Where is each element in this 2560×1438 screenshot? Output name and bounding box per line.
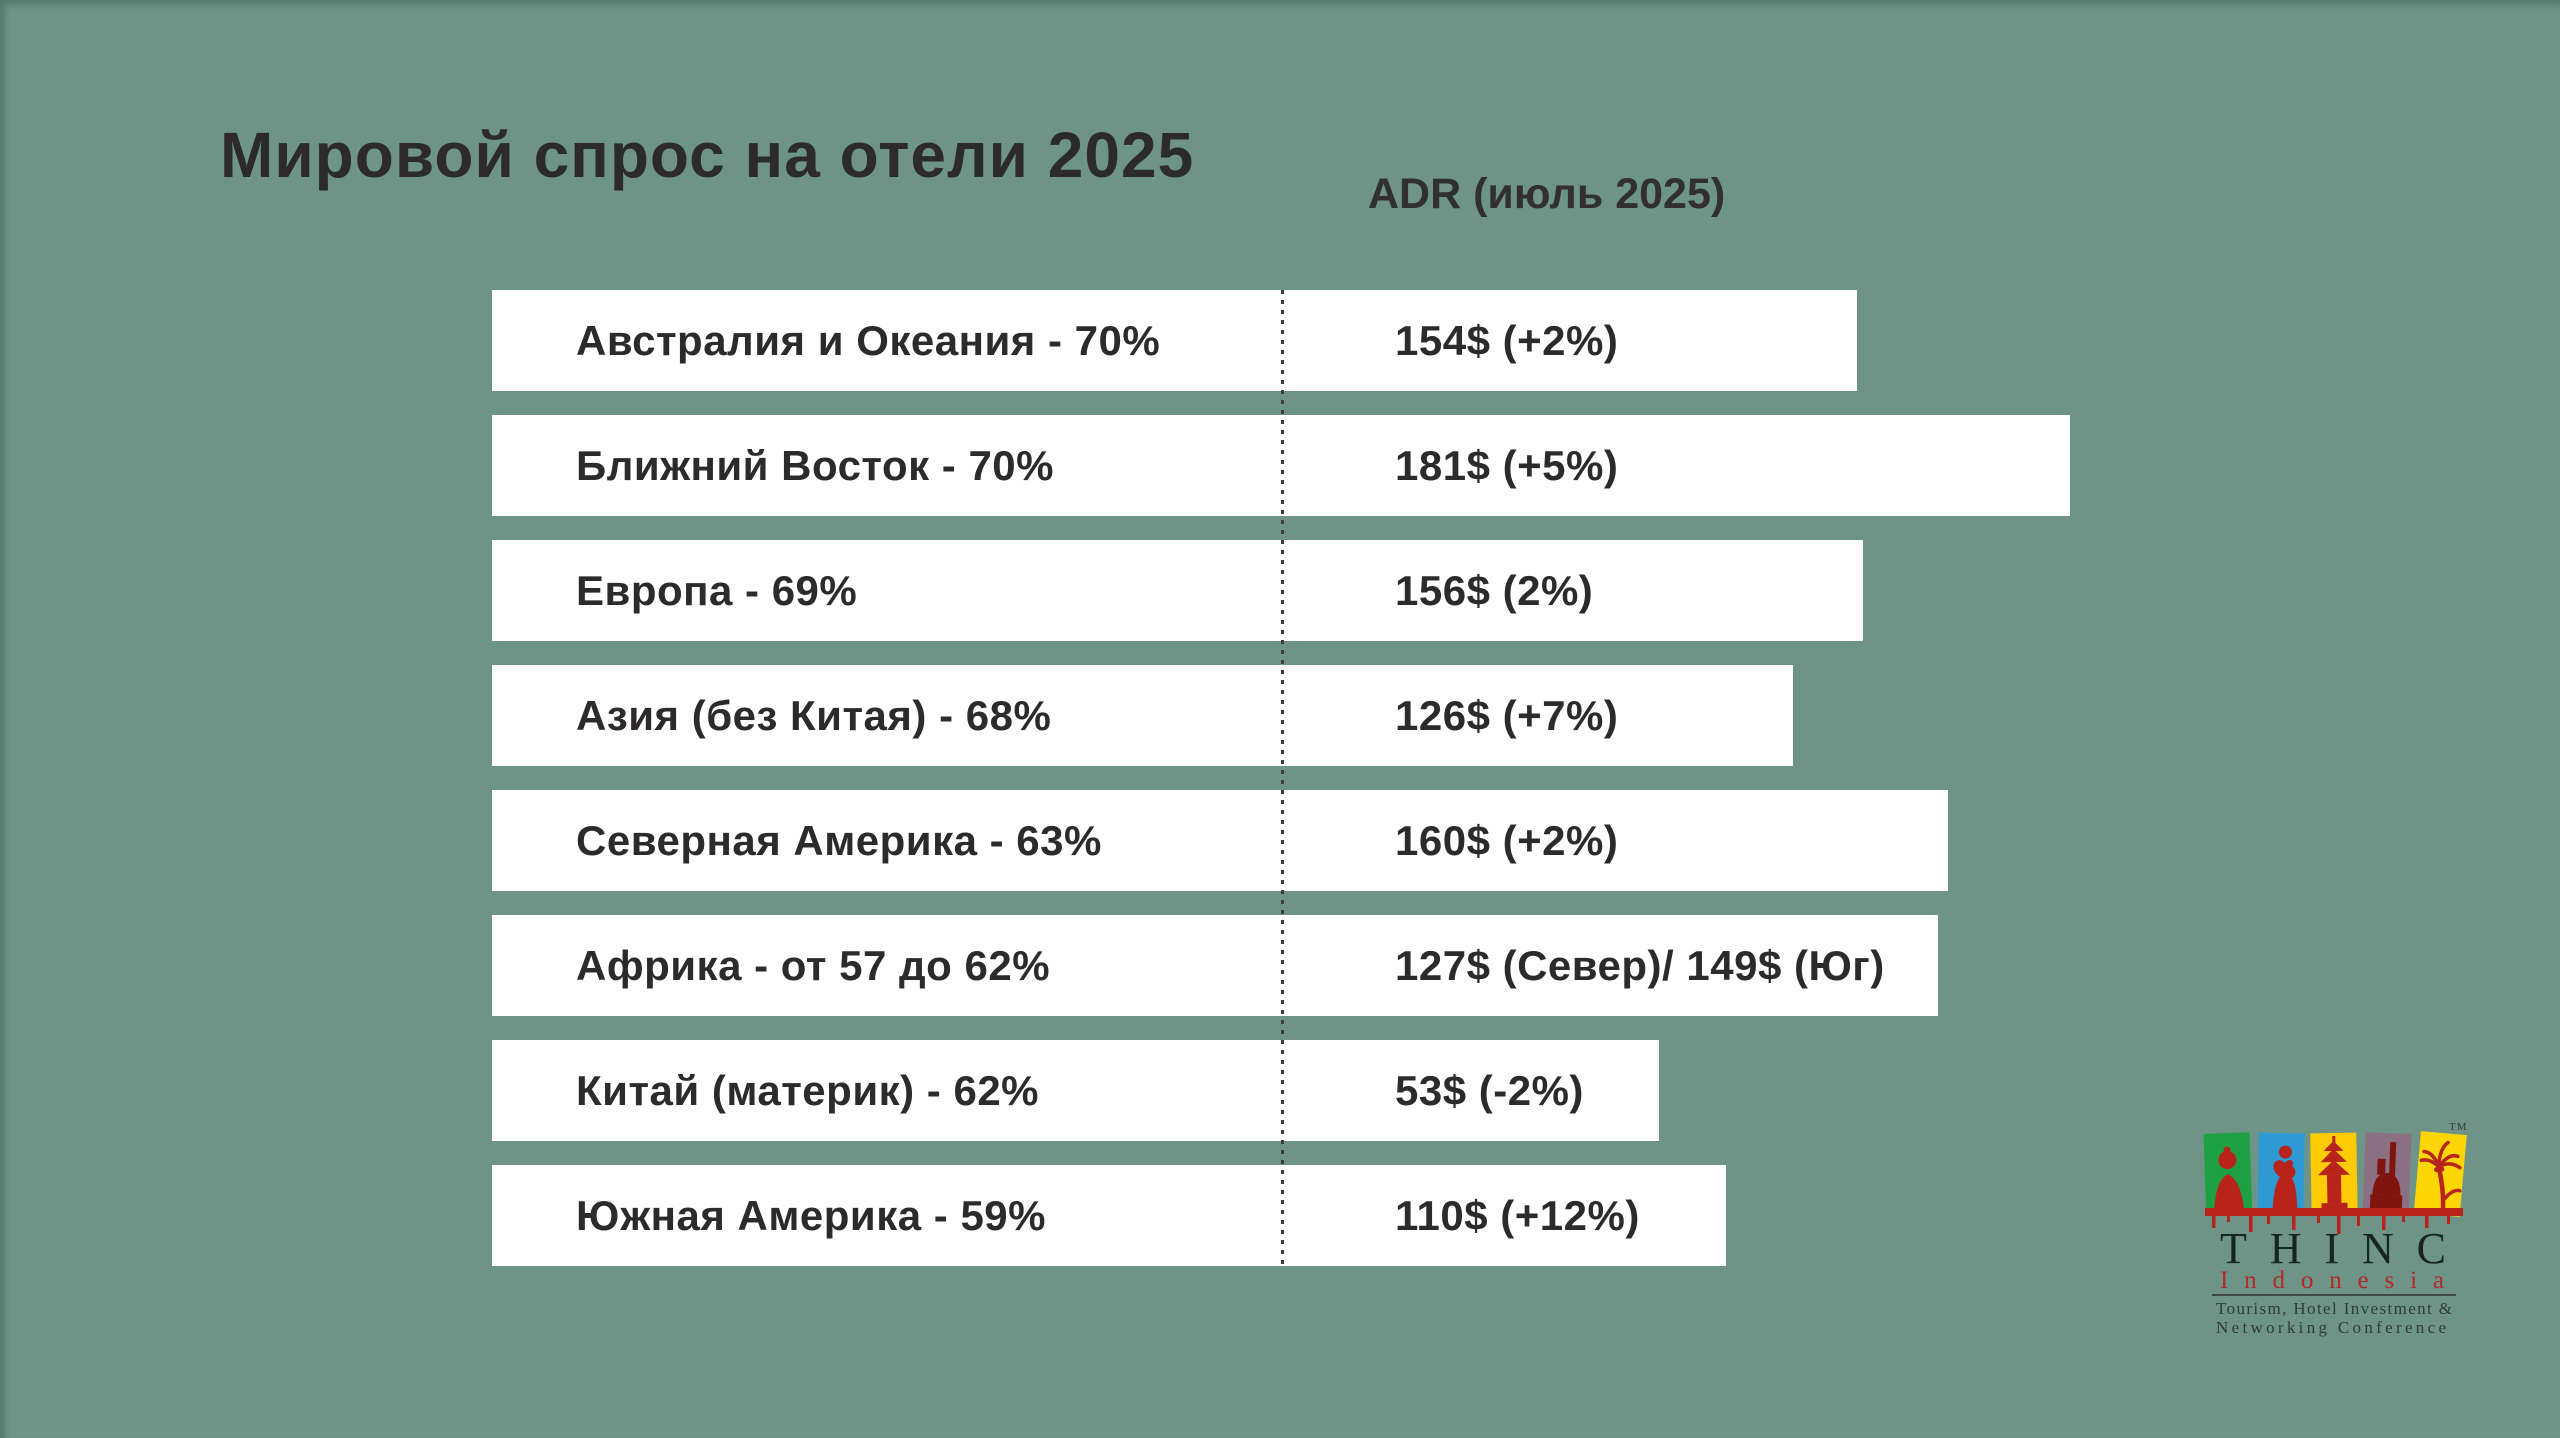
region-label: Южная Америка - 59% xyxy=(576,1191,1047,1239)
adr-value: 127$ (Север)/ 149$ (Юг) xyxy=(1395,941,1885,989)
bar-row: Китай (материк) - 62% 53$ (-2%) xyxy=(492,1040,1659,1141)
bar-row: Северная Америка - 63% 160$ (+2%) xyxy=(492,790,1948,891)
pagoda-icon xyxy=(2310,1132,2358,1216)
buddha-icon xyxy=(2203,1132,2253,1216)
bar-row: Африка - от 57 до 62% 127$ (Север)/ 149$… xyxy=(492,915,1938,1016)
region-label: Австралия и Океания - 70% xyxy=(576,316,1161,364)
region-label: Африка - от 57 до 62% xyxy=(576,941,1051,989)
adr-value: 160$ (+2%) xyxy=(1395,816,1619,864)
adr-value: 156$ (2%) xyxy=(1395,566,1594,614)
bar-row: Азия (без Китая) - 68% 126$ (+7%) xyxy=(492,665,1793,766)
region-label: Ближний Восток - 70% xyxy=(576,441,1055,489)
dancer-icon xyxy=(2257,1132,2305,1216)
region-label: Европа - 69% xyxy=(576,566,858,614)
monument-icon xyxy=(2362,1132,2412,1216)
logo-tagline-line2: Networking Conference xyxy=(2216,1318,2446,1337)
region-label: Азия (без Китая) - 68% xyxy=(576,691,1052,739)
paint-drips xyxy=(2205,1208,2463,1234)
logo-name: THINC xyxy=(2220,1224,2446,1273)
palm-tree-icon xyxy=(2413,1131,2467,1217)
dotted-divider xyxy=(1281,290,1284,1268)
adr-column-header: ADR (июль 2025) xyxy=(1368,170,1726,218)
adr-value: 110$ (+12%) xyxy=(1395,1191,1640,1239)
adr-value: 154$ (+2%) xyxy=(1395,316,1619,364)
page-title: Мировой спрос на отели 2025 xyxy=(220,119,1195,191)
adr-value: 53$ (-2%) xyxy=(1395,1066,1584,1114)
bar-row: Южная Америка - 59% 110$ (+12%) xyxy=(492,1165,1726,1266)
thinc-logo: TM xyxy=(2203,1121,2468,1337)
adr-value: 181$ (+5%) xyxy=(1395,441,1619,489)
logo-tagline-line1: Tourism, Hotel Investment & xyxy=(2216,1299,2452,1318)
tm-mark: TM xyxy=(2449,1121,2468,1133)
region-label: Китай (материк) - 62% xyxy=(576,1066,1040,1114)
bar-row: Европа - 69% 156$ (2%) xyxy=(492,540,1863,641)
adr-value: 126$ (+7%) xyxy=(1395,691,1619,739)
region-label: Северная Америка - 63% xyxy=(576,816,1102,864)
bar-row: Австралия и Океания - 70% 154$ (+2%) xyxy=(492,290,1857,391)
logo-country: Indonesia xyxy=(2220,1267,2444,1294)
